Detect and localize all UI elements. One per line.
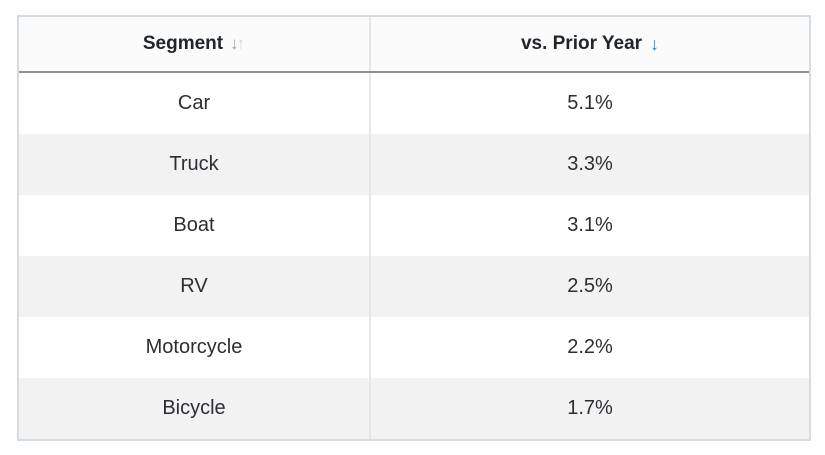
sort-descending-icon: ↓ [650, 33, 660, 54]
segment-cell: Boat [19, 195, 371, 256]
table-row: Bicycle 1.7% [19, 378, 809, 439]
table-header-row: Segment ↓↑ vs. Prior Year ↓ [19, 17, 809, 73]
value-cell: 2.5% [567, 275, 613, 297]
segment-cell: RV [19, 256, 371, 317]
sort-icons-unsorted: ↓↑ [230, 34, 245, 54]
segment-cell: Bicycle [19, 378, 371, 439]
column-header-vs-prior-year-label: vs. Prior Year [520, 33, 643, 54]
value-cell: 3.3% [567, 153, 613, 175]
segment-cell: Car [19, 73, 371, 134]
table-row: RV 2.5% [19, 256, 809, 317]
table-row: Motorcycle 2.2% [19, 317, 809, 378]
column-header-segment[interactable]: Segment ↓↑ [19, 17, 371, 71]
table-body: Car 5.1% Truck 3.3% Boat 3.1% RV 2.5% Mo… [19, 73, 809, 439]
segment-cell: Truck [19, 134, 371, 195]
value-cell: 3.1% [567, 214, 613, 236]
segment-cell: Motorcycle [19, 317, 371, 378]
table-row: Boat 3.1% [19, 195, 809, 256]
data-table: Segment ↓↑ vs. Prior Year ↓ Car 5.1% Tru… [17, 15, 811, 441]
column-header-segment-label: Segment [142, 33, 224, 54]
sort-down-icon: ↓ [230, 34, 239, 53]
column-header-vs-prior-year[interactable]: vs. Prior Year ↓ [371, 17, 809, 71]
value-cell: 2.2% [567, 336, 613, 358]
value-cell: 1.7% [567, 397, 613, 419]
table-row: Truck 3.3% [19, 134, 809, 195]
sort-up-icon: ↑ [236, 34, 246, 53]
value-cell: 5.1% [567, 92, 613, 114]
table-row: Car 5.1% [19, 73, 809, 134]
